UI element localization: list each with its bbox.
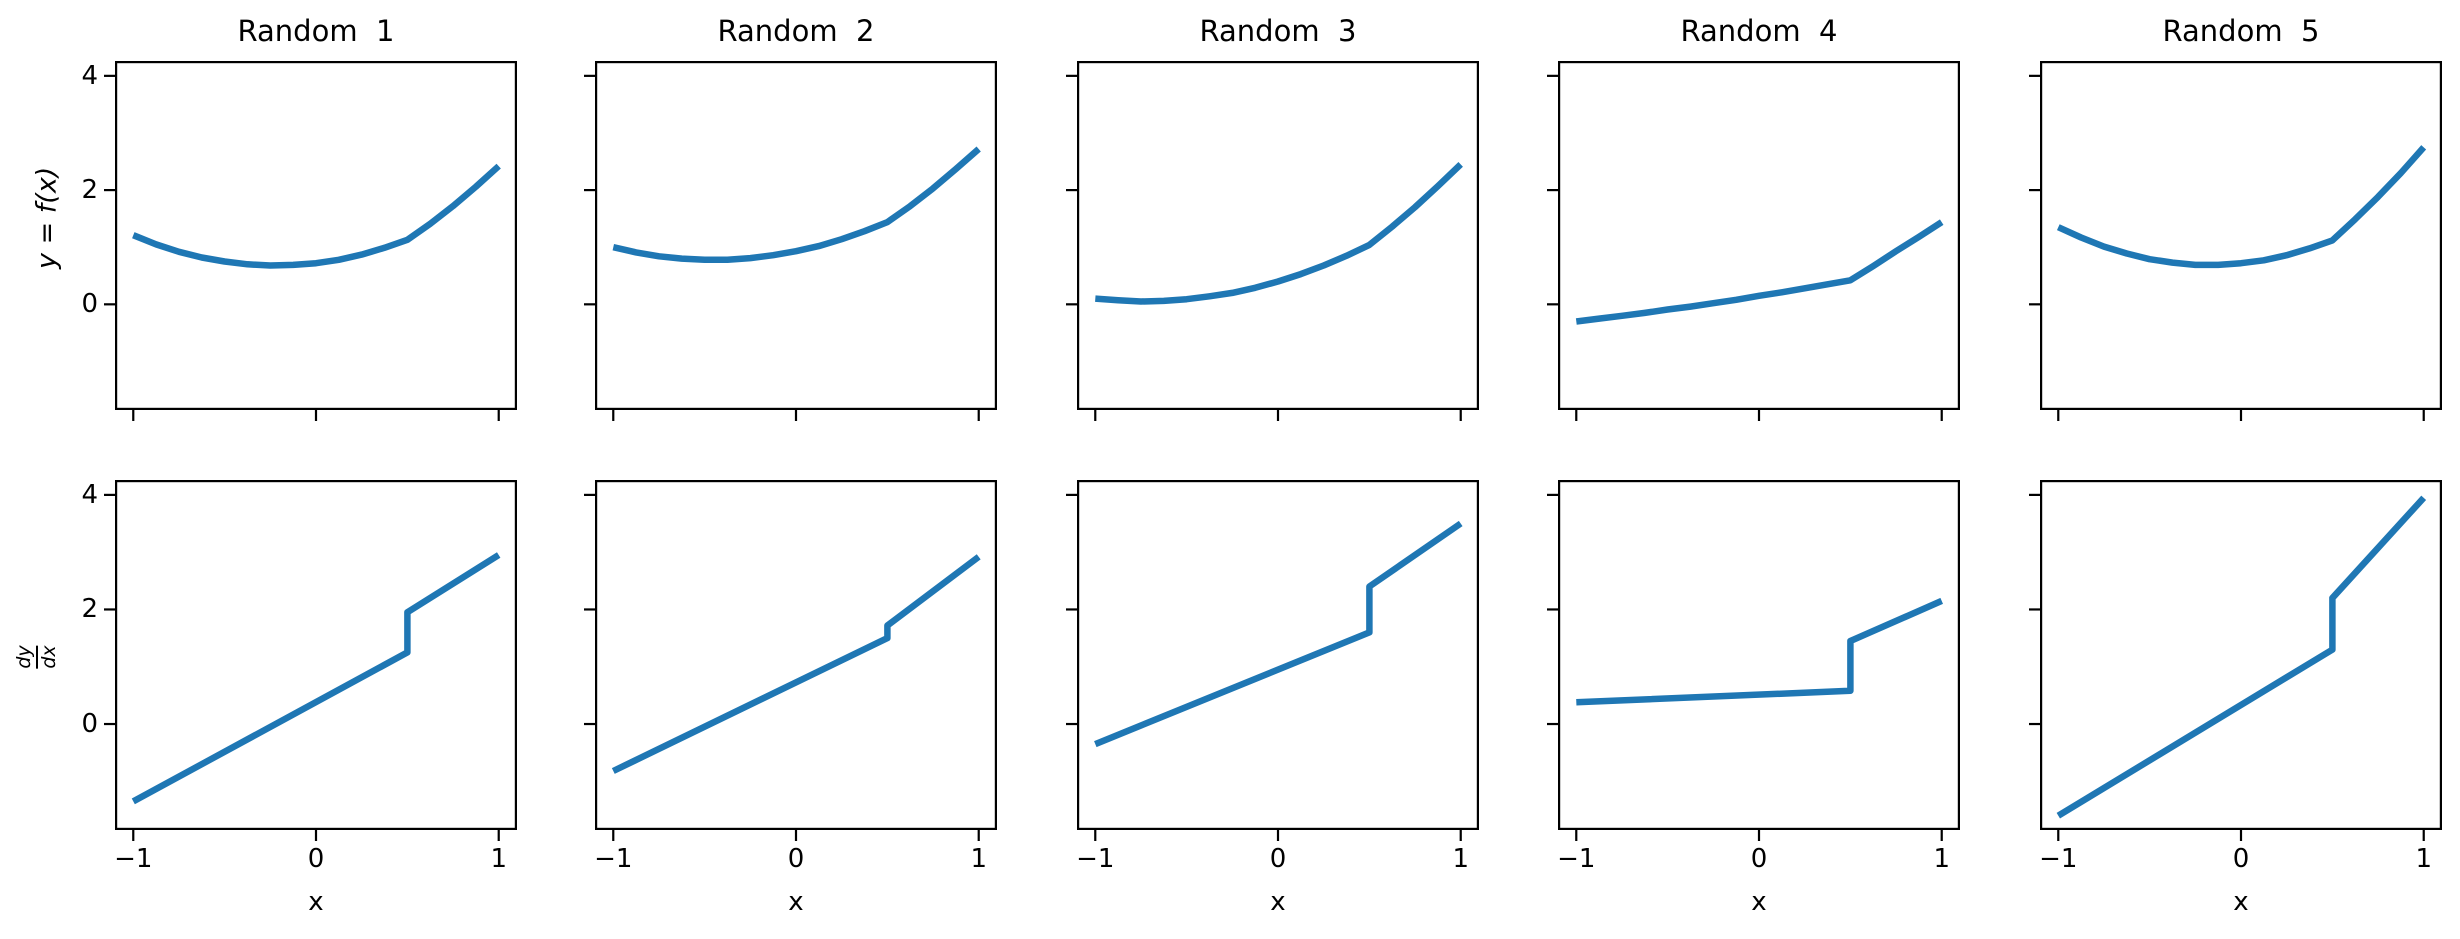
x-tick-label: 1 [1452, 844, 1469, 874]
x-tick-label: 0 [1750, 844, 1768, 874]
f-curve [1575, 219, 1944, 325]
derivative-plot [584, 480, 997, 841]
derivative-plot [104, 480, 517, 841]
axes-spines [595, 480, 997, 830]
derivative-curve [1094, 520, 1463, 748]
x-tick-label: 1 [2415, 844, 2432, 874]
x-axis-label: x [308, 887, 324, 917]
plot-panel-row2-col2 [584, 480, 997, 841]
x-tick-label: 0 [1269, 844, 1287, 874]
plot-panel-row1-col3 [1066, 61, 1479, 421]
axes-spines [2040, 480, 2442, 830]
x-axis-label: x [1751, 887, 1767, 917]
x-tick-label: 1 [490, 844, 507, 874]
y-tick-label: 2 [81, 594, 98, 625]
y-tick-label: 0 [81, 709, 98, 740]
plot-panel-row2-col4 [1547, 480, 1960, 841]
plot-panel-row1-col1 [104, 61, 517, 421]
x-tick-label: 0 [307, 844, 325, 874]
x-tick-label: −1 [114, 844, 153, 874]
panel-title-3: Random 3 [1199, 14, 1357, 48]
f-curve [132, 163, 501, 269]
x-axis-label: x [1270, 887, 1286, 917]
axes-spines [1077, 61, 1479, 410]
function-plot [104, 61, 517, 421]
function-plot [1066, 61, 1479, 421]
derivative-plot [1547, 480, 1960, 841]
function-plot [1547, 61, 1960, 421]
x-tick-label: −1 [1557, 844, 1596, 874]
x-axis-label: x [2233, 887, 2249, 917]
derivative-plot [2029, 480, 2442, 841]
derivative-curve [2056, 495, 2427, 819]
derivative-curve [1576, 597, 1944, 706]
dydx-fraction: dy dx [13, 645, 60, 669]
derivative-plot [1066, 480, 1479, 841]
y-tick-label: 0 [81, 289, 98, 320]
f-curve [2056, 145, 2427, 269]
plot-panel-row1-col5 [2029, 61, 2442, 421]
derivative-curve [131, 552, 501, 805]
x-tick-label: −1 [1076, 844, 1115, 874]
axes-spines [1558, 61, 1960, 410]
plot-panel-row2-col3 [1066, 480, 1479, 841]
plot-panel-row2-col1 [104, 480, 517, 841]
dydx-denominator: dx [38, 645, 60, 669]
y-tick-label: 2 [81, 175, 98, 206]
y-axis-label-dydx: dy dx [13, 645, 60, 669]
axes-spines [595, 61, 997, 410]
plot-panel-row1-col4 [1547, 61, 1960, 421]
y-tick-label: 4 [81, 479, 98, 510]
derivative-curve [611, 554, 981, 774]
x-tick-label: −1 [594, 844, 633, 874]
axes-spines [115, 480, 517, 830]
x-tick-label: 1 [1933, 844, 1950, 874]
f-curve [612, 146, 981, 264]
x-tick-label: 1 [970, 844, 987, 874]
panel-title-4: Random 4 [1680, 14, 1838, 48]
dydx-numerator: dy [13, 645, 35, 669]
axes-spines [1558, 480, 1960, 830]
panel-title-2: Random 2 [717, 14, 875, 48]
x-axis-label: x [788, 887, 804, 917]
function-plot [2029, 61, 2442, 421]
x-tick-label: 0 [2232, 844, 2250, 874]
plot-panel-row1-col2 [584, 61, 997, 421]
panel-title-5: Random 5 [2162, 14, 2320, 48]
function-plot [584, 61, 997, 421]
axes-spines [115, 61, 517, 410]
x-tick-label: 0 [787, 844, 805, 874]
panel-title-1: Random 1 [237, 14, 395, 48]
x-tick-label: −1 [2039, 844, 2078, 874]
axes-spines [1077, 480, 1479, 830]
plot-panel-row2-col5 [2029, 480, 2442, 841]
axes-spines [2040, 61, 2442, 410]
f-curve [1095, 162, 1463, 305]
y-tick-label: 4 [81, 60, 98, 91]
